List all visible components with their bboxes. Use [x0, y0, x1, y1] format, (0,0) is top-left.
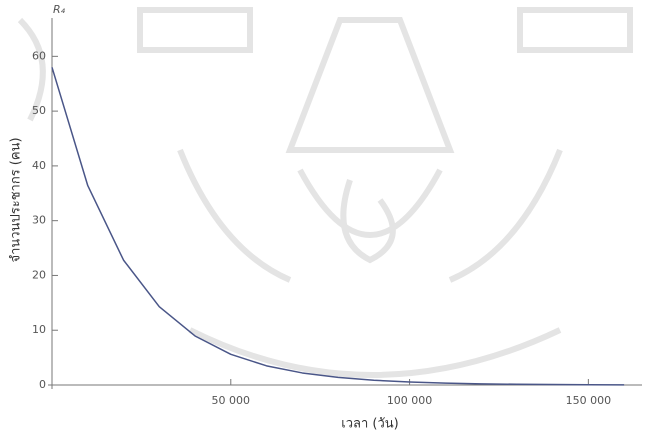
watermark: [17, 7, 633, 378]
y-tick-label: 60: [32, 49, 46, 62]
data-line: [51, 67, 625, 386]
y-tick-label: 0: [39, 378, 46, 391]
y-symbol: R₄: [53, 3, 66, 16]
y-tick-label: 40: [32, 159, 46, 172]
y-tick-label: 30: [32, 214, 46, 227]
y-tick-label: 50: [32, 104, 46, 117]
y-tick-label: 10: [32, 323, 46, 336]
x-axis-title: เวลา (วัน): [341, 417, 398, 432]
y-axis-title: จำนวนประชากร (คน): [9, 137, 24, 262]
x-tick-label: 100 000: [387, 394, 433, 407]
x-tick-label: 50 000: [212, 394, 251, 407]
x-tick-label: 150 000: [566, 394, 612, 407]
y-tick-label: 20: [32, 268, 46, 281]
